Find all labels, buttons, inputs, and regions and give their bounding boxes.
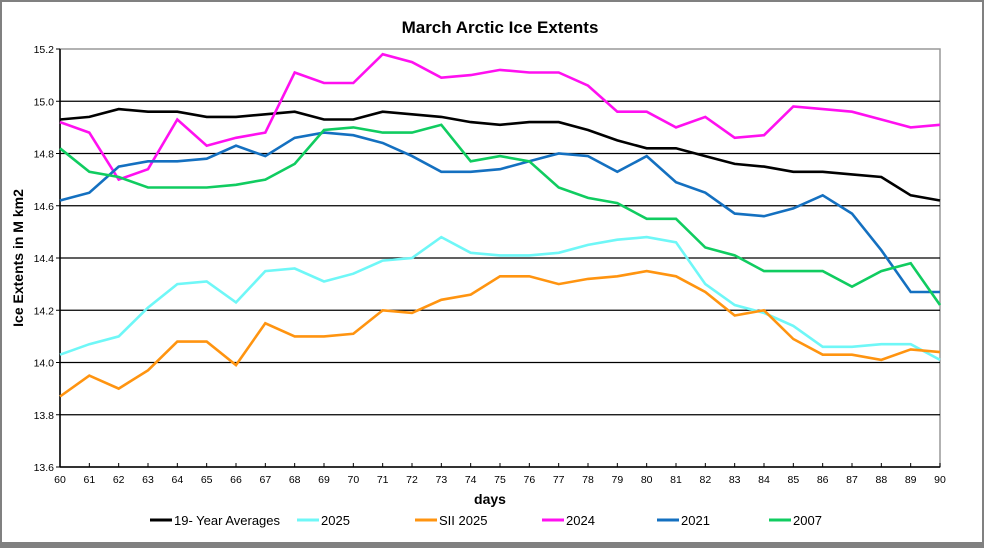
x-tick-label: 61 <box>83 474 95 486</box>
legend-item-2007: 2007 <box>769 513 822 528</box>
x-tick-label: 82 <box>699 474 711 486</box>
x-tick-label: 88 <box>875 474 887 486</box>
legend-label: SII 2025 <box>439 513 487 528</box>
legend-item-sii-2025: SII 2025 <box>415 513 487 528</box>
legend-item-2025: 2025 <box>297 513 350 528</box>
legend-item-19-year-averages: 19- Year Averages <box>150 513 281 528</box>
x-tick-label: 84 <box>758 474 770 486</box>
x-tick-label: 71 <box>377 474 389 486</box>
legend-item-2024: 2024 <box>542 513 595 528</box>
x-tick-label: 72 <box>406 474 418 486</box>
x-tick-label: 76 <box>523 474 535 486</box>
x-tick-label: 66 <box>230 474 242 486</box>
x-axis-label: days <box>474 491 506 507</box>
x-tick-label: 81 <box>670 474 682 486</box>
y-tick-label: 15.2 <box>34 44 55 56</box>
y-tick-label: 14.6 <box>34 201 55 213</box>
x-tick-label: 85 <box>787 474 799 486</box>
series-line-2007 <box>59 123 942 306</box>
x-tick-label: 77 <box>553 474 565 486</box>
series-line-19-year-averages <box>59 107 941 202</box>
x-tick-label: 73 <box>435 474 447 486</box>
y-tick-label: 15.0 <box>34 96 55 108</box>
y-tick-label: 14.8 <box>34 149 55 161</box>
x-tick-label: 74 <box>465 474 477 486</box>
x-tick-label: 68 <box>289 474 301 486</box>
legend-label: 2007 <box>793 513 822 528</box>
y-tick-label: 13.6 <box>34 462 55 474</box>
x-tick-label: 90 <box>934 474 946 486</box>
legend: 19- Year Averages 2025 SII 2025 2024 2021 200… <box>150 513 822 528</box>
series-line-2025 <box>59 235 941 362</box>
x-tick-label: 79 <box>611 474 623 486</box>
y-tick-label: 14.2 <box>34 305 55 317</box>
y-tick-label: 14.0 <box>34 358 55 370</box>
y-axis-label: Ice Extents in M km2 <box>10 189 26 327</box>
x-tick-label: 87 <box>846 474 858 486</box>
plot-area: 13.6 13.8 14.0 14.2 14.4 14.6 14.8 15.0 15.2 60 61… <box>34 44 946 486</box>
legend-label: 2021 <box>681 513 710 528</box>
legend-label: 19- Year Averages <box>174 513 281 528</box>
x-tick-label: 67 <box>259 474 271 486</box>
x-tick-label: 78 <box>582 474 594 486</box>
x-tick-label: 89 <box>905 474 917 486</box>
x-tick-label: 86 <box>817 474 829 486</box>
series-line-2021 <box>59 131 940 294</box>
chart-title: March Arctic Ice Extents <box>402 18 599 37</box>
x-tick-label: 63 <box>142 474 154 486</box>
x-tick-label: 60 <box>54 474 66 486</box>
y-tick-label: 14.4 <box>34 253 55 265</box>
x-tick-label: 65 <box>201 474 213 486</box>
legend-label: 2024 <box>566 513 595 528</box>
x-tick-label: 83 <box>729 474 741 486</box>
series-line-sii-2025 <box>59 269 941 398</box>
x-tick-label: 62 <box>113 474 125 486</box>
y-tick-label: 13.8 <box>34 410 55 422</box>
x-tick-label: 64 <box>171 474 183 486</box>
series-line-2024 <box>59 52 941 182</box>
legend-label: 2025 <box>321 513 350 528</box>
x-tick-label: 75 <box>494 474 506 486</box>
x-tick-label: 70 <box>347 474 359 486</box>
x-tick-label: 69 <box>318 474 330 486</box>
legend-item-2021: 2021 <box>657 513 710 528</box>
x-tick-label: 80 <box>641 474 653 486</box>
